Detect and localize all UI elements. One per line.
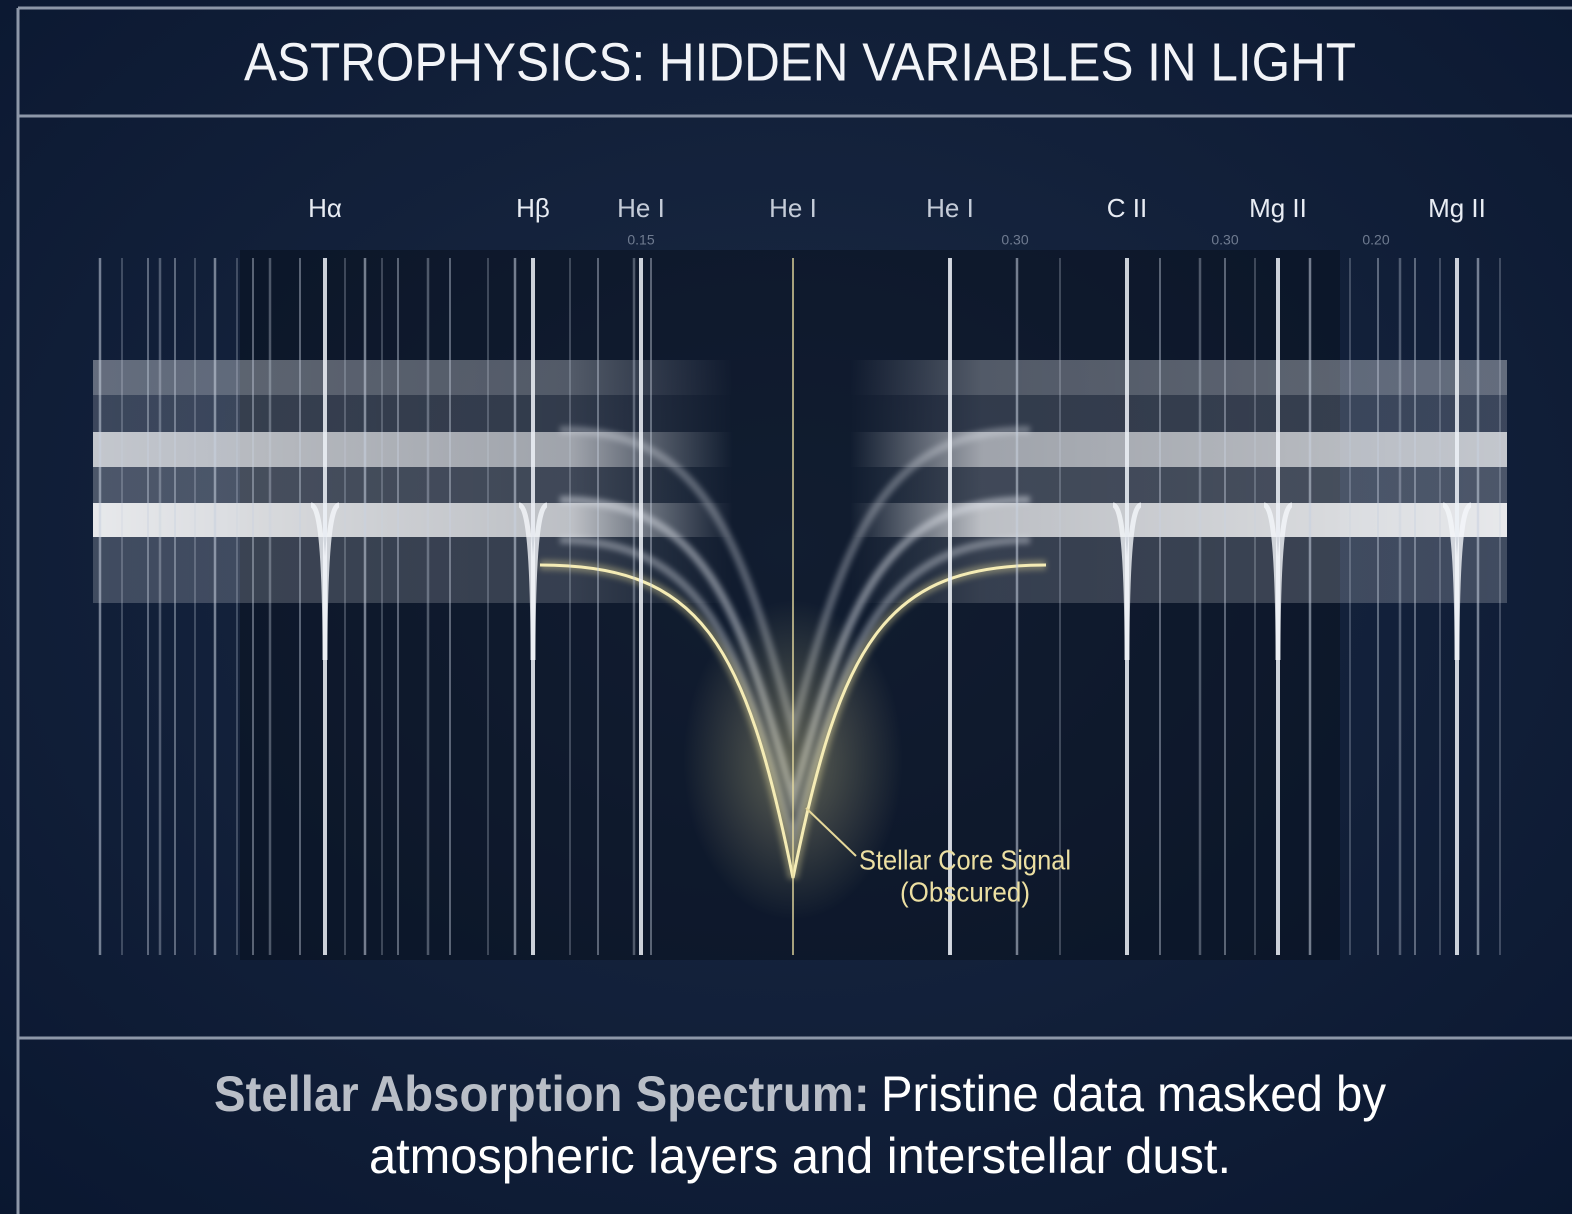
caption-body: Pristine data masked by	[881, 1066, 1386, 1122]
band	[93, 360, 733, 395]
band	[850, 360, 1507, 395]
faint-label: 0.30	[1211, 232, 1238, 248]
title: ASTROPHYSICS: HIDDEN VARIABLES IN LIGHT	[244, 32, 1356, 92]
band	[93, 537, 733, 603]
line-label: Mg II	[1428, 193, 1486, 223]
band	[93, 395, 733, 432]
spectrum: Hα Hβ He I He I He I C II Mg II Mg II 0.15 0.30 0.…	[93, 193, 1507, 955]
annotation: (Obscured)	[900, 876, 1030, 907]
line-label: Hβ	[516, 193, 550, 223]
band	[93, 467, 733, 503]
band	[93, 432, 733, 467]
absorption-dip	[1112, 502, 1142, 661]
line-label: He I	[769, 193, 817, 223]
annotation-leader	[805, 807, 857, 857]
absorption-dip	[518, 502, 548, 661]
faint-label: 0.30	[1001, 232, 1028, 248]
faint-label: 0.15	[627, 232, 654, 248]
absorption-dip	[1442, 502, 1472, 661]
absorption-dip	[310, 502, 340, 661]
line-label: He I	[617, 193, 665, 223]
line-label: C II	[1107, 193, 1147, 223]
band	[850, 467, 1507, 503]
caption-lead: Stellar Absorption Spectrum:	[214, 1066, 870, 1122]
line-label: Hα	[308, 193, 342, 223]
absorption-dip	[1263, 502, 1293, 661]
frame	[16, 6, 1572, 1214]
line-label: He I	[926, 193, 974, 223]
faint-label: 0.20	[1362, 232, 1389, 248]
band	[850, 395, 1507, 432]
annotation: Stellar Core Signal	[859, 844, 1071, 875]
caption: Stellar Absorption Spectrum:Pristine dat…	[214, 1066, 1386, 1122]
band	[93, 503, 733, 537]
line-label: Mg II	[1249, 193, 1307, 223]
caption-body: atmospheric layers and interstellar dust…	[369, 1128, 1231, 1184]
